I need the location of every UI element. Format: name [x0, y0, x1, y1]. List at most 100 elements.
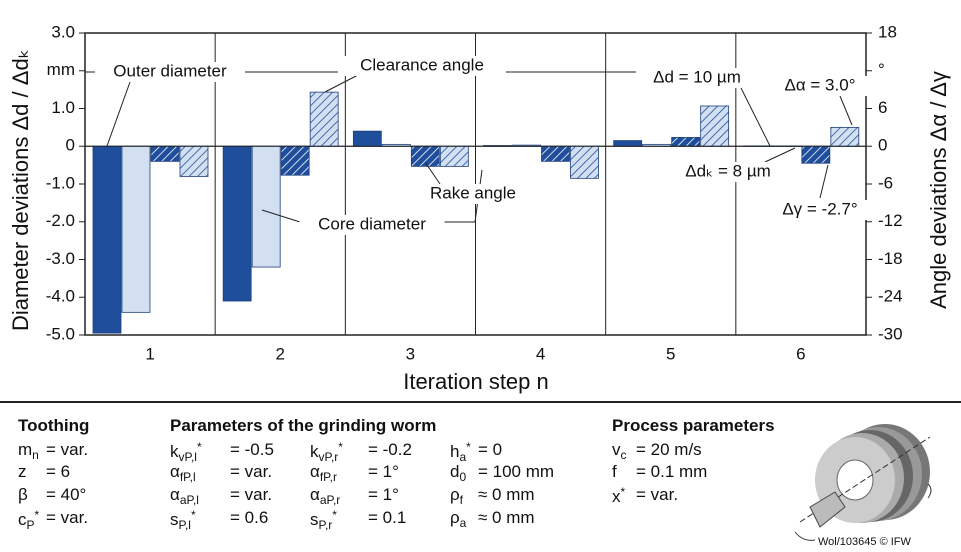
symbol: x: [612, 487, 621, 506]
value: = 40°: [46, 485, 87, 504]
subscript: n: [32, 448, 39, 462]
bar: [251, 145, 281, 268]
y-tick-label: -5.0: [46, 324, 75, 343]
parameter: αaP,r = 1°: [310, 485, 399, 507]
label-bg: [299, 215, 445, 235]
subscript: P,r: [318, 518, 333, 532]
value: = var.: [636, 485, 679, 504]
subscript: P: [26, 518, 35, 532]
symbol: s: [310, 510, 319, 529]
y-tick-label: 1.0: [51, 98, 75, 117]
x-tick-label: 6: [796, 344, 805, 363]
bar: [179, 145, 209, 177]
parameter: z = 6: [18, 462, 70, 482]
annotation: Δd = 10 µm: [653, 67, 741, 86]
annotation: Clearance angle: [360, 55, 484, 74]
bar: [613, 140, 643, 147]
symbol: d: [450, 462, 460, 481]
y2-tick-label: -12: [878, 211, 903, 230]
parameter: d0 = 100 mm: [450, 462, 554, 484]
parameter: αfP,l = var.: [170, 462, 272, 484]
superscript: *: [338, 440, 343, 454]
value: = var.: [46, 508, 89, 527]
value: = var.: [230, 462, 273, 481]
parameter: β = 40°: [18, 485, 86, 505]
subscript: fP,r: [319, 470, 337, 484]
subscript: f: [459, 493, 464, 507]
bar: [92, 145, 122, 334]
symbol: h: [450, 442, 460, 461]
label-bg: [418, 184, 528, 204]
value: = 0.1 mm: [636, 462, 708, 481]
parameter: αaP,l = var.: [170, 485, 272, 507]
y-axis-title: Diameter deviations Δd / Δdₖ: [8, 49, 33, 331]
y2-tick-label: °: [878, 60, 885, 79]
worm-drawing: [794, 424, 932, 541]
bar: [439, 145, 469, 167]
parameter: f = 0.1 mm: [612, 462, 707, 482]
value: ≈ 0 mm: [478, 508, 535, 527]
value: ≈ 0 mm: [478, 485, 535, 504]
symbol: α: [310, 462, 320, 481]
x-axis-title: Iteration step n: [403, 369, 549, 394]
chart: 3.0 mm 1.0 0 -1.0 -2.0 -3.0 -4.0 -5.0 18 ° 6 0 -6 -12 -…: [8, 22, 951, 394]
value: = 1°: [368, 485, 399, 504]
value: = -0.2: [368, 440, 412, 459]
bar: [150, 145, 180, 162]
value: = -0.5: [230, 440, 274, 459]
value: = 0: [478, 440, 503, 459]
y2-axis-title: Angle deviations Δα / Δγ: [926, 71, 951, 309]
bar: [280, 145, 310, 176]
label-bg: [95, 62, 245, 82]
leader-line: [424, 161, 441, 185]
subscript: 0: [459, 470, 467, 484]
leader-line: [261, 209, 301, 223]
worm-illustration: [794, 424, 932, 541]
value: = 100 mm: [478, 462, 555, 481]
bar: [830, 126, 860, 147]
subscript: a: [459, 516, 467, 530]
subscript: a: [459, 450, 467, 464]
annotation: Δγ = -2.7°: [782, 199, 857, 218]
section-title: Process parameters: [612, 416, 775, 435]
superscript: *: [466, 440, 471, 454]
symbol: α: [170, 485, 180, 504]
symbol: s: [170, 510, 179, 529]
leader-line: [324, 73, 361, 93]
y2-tick-label: -18: [878, 249, 903, 268]
parameter: sP,r* = 0.1: [310, 508, 406, 532]
x-tick-label: 2: [276, 344, 285, 363]
annotation: Core diameter: [318, 214, 426, 233]
symbol: c: [18, 510, 27, 529]
symbol: β: [18, 485, 28, 504]
y2-tick-label: 0: [878, 136, 887, 155]
x-tick-label: 1: [145, 344, 154, 363]
symbol: α: [170, 462, 180, 481]
parameter: ρf ≈ 0 mm: [450, 485, 535, 507]
symbol: z: [18, 462, 27, 481]
y2-tick-label: -30: [878, 324, 903, 343]
y-tick-label: -4.0: [46, 287, 75, 306]
x-tick-label: 3: [406, 344, 415, 363]
subscript: fP,l: [179, 470, 196, 484]
label-bg: [636, 68, 758, 88]
annotation: Rake angle: [430, 183, 516, 202]
divider: [0, 401, 961, 403]
label-bg: [770, 76, 870, 96]
parameter: sP,l* = 0.6: [170, 508, 268, 532]
symbol: f: [612, 462, 617, 481]
y-tick-label: -2.0: [46, 211, 75, 230]
leader-line: [106, 81, 131, 147]
parameter: ρa ≈ 0 mm: [450, 508, 535, 530]
bar: [541, 145, 570, 162]
annotation: Δdₖ = 8 µm: [685, 161, 771, 180]
value: = 6: [46, 462, 71, 481]
value: = 20 m/s: [636, 440, 702, 459]
y2-tick-label: 6: [878, 98, 887, 117]
parameter: kvP,l* = -0.5: [170, 440, 274, 464]
bar: [801, 145, 831, 164]
superscript: *: [620, 485, 626, 499]
parameter: kvP,r* = -0.2: [310, 440, 412, 464]
section-title: Parameters of the grinding worm: [170, 416, 437, 435]
